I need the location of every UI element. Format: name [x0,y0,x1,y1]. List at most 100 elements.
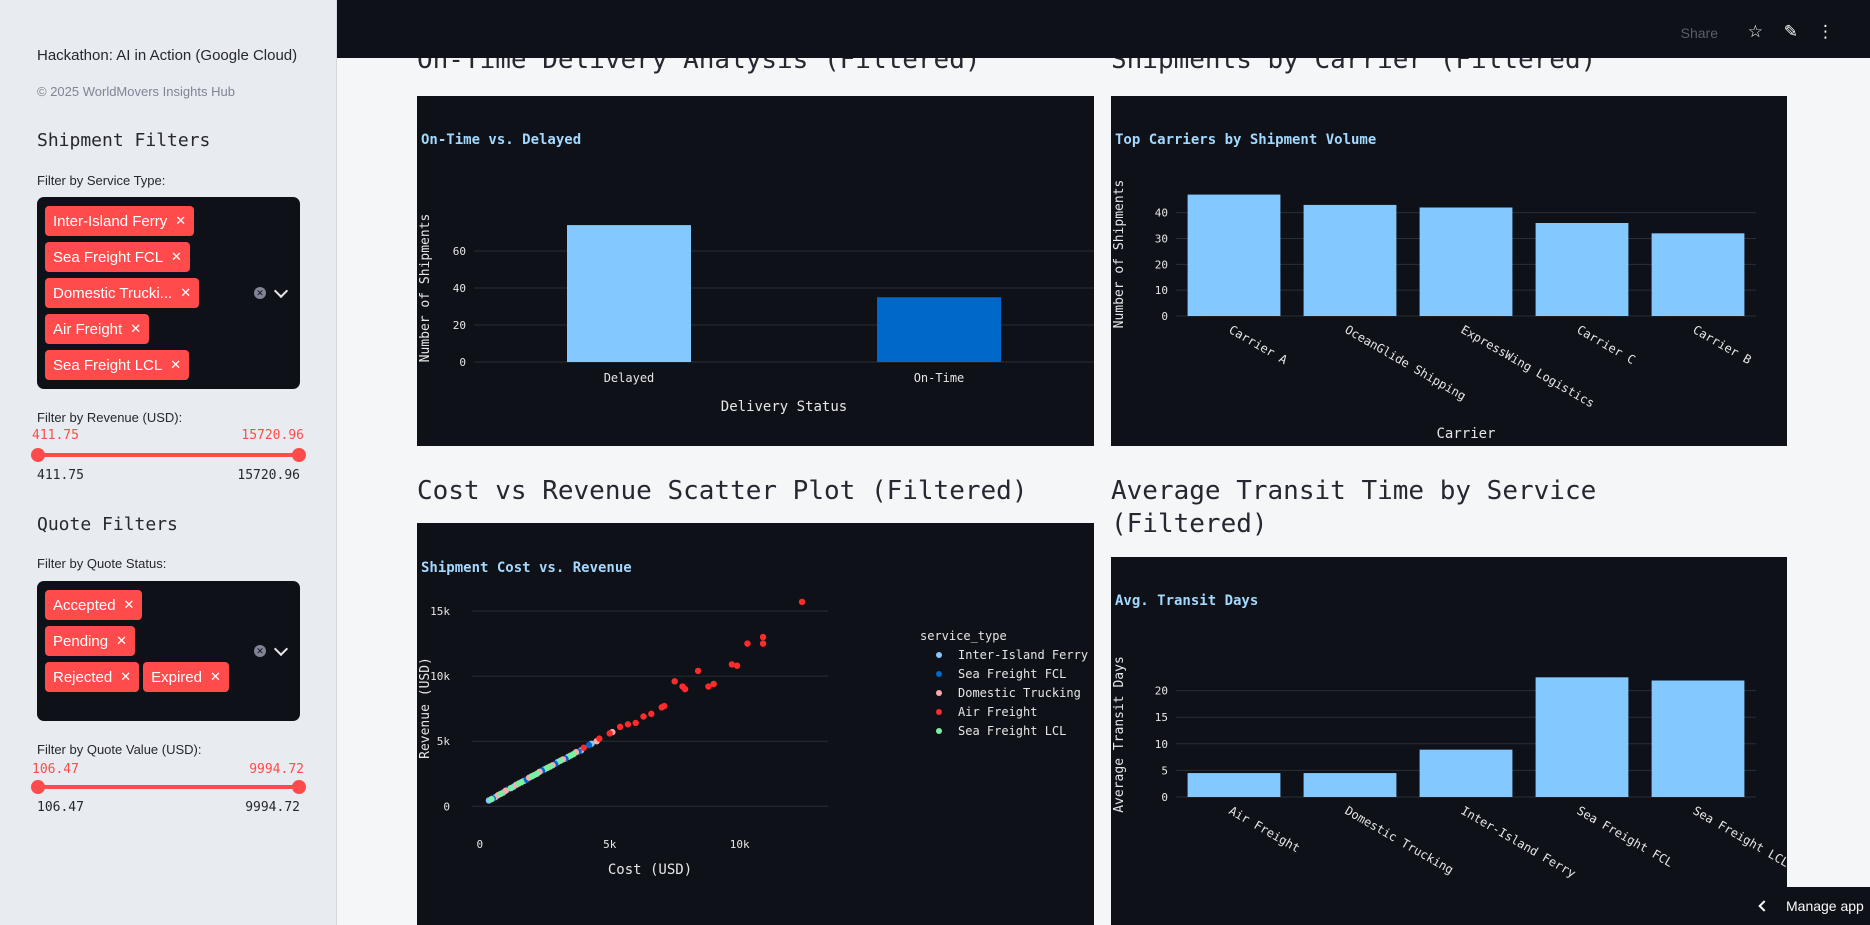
quote-status-multiselect[interactable]: Accepted ✕ Pending ✕ Rejected ✕ Expired ✕ ✕ [37,581,300,721]
scatter-point [596,735,603,742]
service-type-label: Filter by Service Type: [37,173,166,188]
legend-label: Inter-Island Ferry [958,648,1088,662]
scatter-point [616,723,624,731]
y-axis-label: Number of Shipments [1112,180,1127,329]
remove-tag-icon[interactable]: ✕ [123,597,135,612]
star-icon[interactable]: ☆ [1747,22,1763,41]
x-tick-label: OceanGlide Shipping [1343,322,1469,403]
scatter-point [671,678,678,685]
tag-domestic-trucking[interactable]: Domestic Trucki... ✕ [45,278,200,308]
remove-tag-icon[interactable]: ✕ [171,249,182,264]
bar [1651,680,1745,797]
x-tick-label: ExpressWing Logistics [1459,322,1597,410]
quote-value-slider-values: 106.47 9994.72 [32,762,304,777]
remove-tag-icon[interactable]: ✕ [116,633,127,648]
clear-all-icon[interactable]: ✕ [254,645,266,657]
x-tick-label: Domestic Trucking [1343,803,1456,877]
scatter-point [488,795,495,803]
scatter-point [733,662,741,669]
scatter-point [798,598,806,606]
quote-value-max-handle[interactable] [292,780,306,794]
revenue-range-max: 15720.96 [237,468,300,483]
scatter-chart-panel: Shipment Cost vs. Revenue 0 5k 10k 15k 0 5k 10k… [417,523,1094,925]
x-tick-label: Sea Freight FCL [1575,803,1676,869]
quote-value-slider[interactable] [31,780,306,794]
scatter-point [585,741,593,749]
x-axis-label: Carrier [1436,426,1495,442]
x-tick-label: Inter-Island Ferry [1459,803,1579,880]
clear-all-icon[interactable]: ✕ [254,287,266,299]
kebab-menu-icon[interactable]: ⋮ [1817,22,1834,41]
bar [1187,773,1281,797]
ontime-chart-panel: On-Time vs. Delayed 0 20 40 60 Delayed On-Time… [417,96,1094,446]
tag-expired[interactable]: Expired ✕ [143,662,229,692]
scatter-point [759,640,767,647]
revenue-min-handle[interactable] [31,448,45,462]
scatter-chart: Shipment Cost vs. Revenue 0 5k 10k 15k 0 5k 10k… [418,560,1088,878]
chart-title: Top Carriers by Shipment Volume [1115,132,1376,148]
legend-title: service_type [920,629,1007,643]
x-axis-label: Delivery Status [721,399,847,415]
bar [1187,194,1281,316]
transit-chart-panel: Avg. Transit Days 0 5 10 15 20 Air Freight Dome… [1111,557,1787,925]
remove-tag-icon[interactable]: ✕ [175,213,187,228]
remove-tag-icon[interactable]: ✕ [170,357,182,372]
scatter-point [728,661,736,668]
quote-value-max-value: 9994.72 [249,762,304,777]
x-tick-label: 5k [603,838,617,851]
share-button[interactable]: Share [1680,25,1718,41]
bar [567,225,691,362]
tag-pending[interactable]: Pending ✕ [45,626,135,656]
revenue-max-handle[interactable] [292,448,306,462]
tag-accepted[interactable]: Accepted ✕ [45,590,143,620]
remove-tag-icon[interactable]: ✕ [209,669,221,684]
quote-value-range-max: 9994.72 [245,800,300,815]
scatter-point [528,773,535,780]
revenue-slider-values: 411.75 15720.96 [32,428,304,443]
app-header: Share ☆ ✎ ⋮ [337,0,1870,58]
quote-value-min-handle[interactable] [31,780,45,794]
revenue-min-value: 411.75 [32,428,79,443]
section-title-scatter: Cost vs Revenue Scatter Plot (Filtered) [417,476,1028,506]
revenue-slider[interactable] [31,448,306,462]
y-tick-label: 10k [430,670,450,683]
x-tick-label: 10k [730,838,750,851]
tag-sea-freight-lcl[interactable]: Sea Freight LCL ✕ [45,350,190,380]
chart-title: Avg. Transit Days [1115,593,1258,609]
x-axis-label: Cost (USD) [608,862,692,878]
section-title-transit: Average Transit Time by Service (Filtere… [1111,475,1596,541]
copyright-text: © 2025 WorldMovers Insights Hub [37,84,235,99]
remove-tag-icon[interactable]: ✕ [120,669,132,684]
tag-inter-island-ferry[interactable]: Inter-Island Ferry ✕ [45,206,195,236]
y-tick-label: 5 [1161,764,1168,777]
scatter-point [606,730,613,737]
scatter-point [580,744,587,751]
tag-air-freight[interactable]: Air Freight ✕ [45,314,150,344]
chart-title: Shipment Cost vs. Revenue [421,560,632,576]
manage-app-label: Manage app [1786,898,1864,914]
service-type-multiselect[interactable]: Inter-Island Ferry ✕ Sea Freight FCL ✕ Dom… [37,197,300,389]
scatter-point [518,779,525,786]
y-tick-label: 10 [1155,738,1168,751]
y-tick-label: 20 [453,319,466,332]
shipment-filters-heading: Shipment Filters [37,130,211,151]
scatter-point [710,680,717,688]
pencil-icon[interactable]: ✎ [1783,22,1798,41]
scatter-point [507,784,515,792]
tag-sea-freight-fcl[interactable]: Sea Freight FCL ✕ [45,242,190,272]
x-tick-label: Delayed [604,371,655,385]
tag-rejected[interactable]: Rejected ✕ [45,662,140,692]
manage-app-button[interactable]: Manage app [1740,887,1870,925]
scatter-point [533,770,541,777]
y-tick-label: 30 [1155,233,1168,246]
remove-tag-icon[interactable]: ✕ [130,321,142,336]
y-tick-label: 20 [1155,685,1168,698]
remove-tag-icon[interactable]: ✕ [180,285,192,300]
quote-value-min-value: 106.47 [32,762,79,777]
y-tick-label: 0 [1161,310,1168,323]
x-tick-label: Carrier B [1691,322,1754,367]
quote-value-range-ends: 106.47 9994.72 [37,800,300,815]
carrier-chart-panel: Top Carriers by Shipment Volume 0 10 20 30 40… [1111,96,1787,446]
legend-label: Sea Freight FCL [958,667,1066,681]
bar [1303,204,1397,316]
